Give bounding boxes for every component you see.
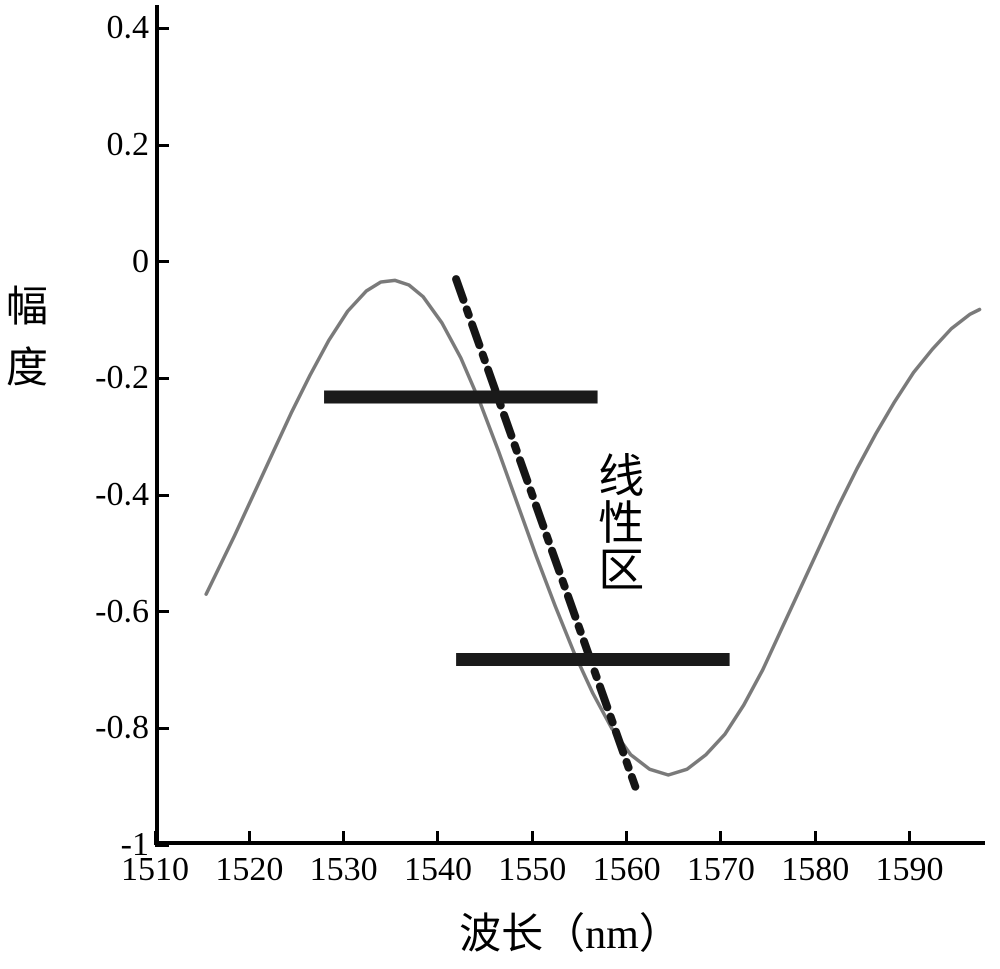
x-axis-label: 波长（nm）: [459, 900, 681, 961]
y-axis-label: 幅度: [6, 273, 48, 395]
y-tick: [155, 377, 169, 380]
x-tick-label: 1590: [876, 851, 944, 889]
chart-figure: 幅度 波长（nm） 线性区 -1-0.8-0.6-0.4-0.200.20.41…: [0, 0, 1000, 969]
x-tick-label: 1560: [593, 851, 661, 889]
plot-area: [155, 5, 985, 845]
y-tick-label: 0: [132, 243, 149, 281]
x-tick-label: 1570: [687, 851, 755, 889]
y-tick-label: 0.4: [107, 9, 150, 47]
x-tick-label: 1520: [215, 851, 283, 889]
y-tick: [155, 610, 169, 613]
x-tick-label: 1510: [121, 851, 189, 889]
x-tick: [719, 831, 722, 845]
data-curve: [206, 280, 979, 775]
x-tick-label: 1540: [404, 851, 472, 889]
y-tick: [155, 260, 169, 263]
x-tick: [248, 831, 251, 845]
y-tick: [155, 494, 169, 497]
y-tick-label: -0.4: [95, 476, 149, 514]
x-tick: [908, 831, 911, 845]
x-tick: [625, 831, 628, 845]
y-tick-label: -0.8: [95, 709, 149, 747]
y-tick: [155, 727, 169, 730]
linear-region-annotation: 线性区: [598, 454, 644, 595]
x-tick-label: 1550: [498, 851, 566, 889]
y-tick-label: -0.6: [95, 593, 149, 631]
x-tick-label: 1530: [310, 851, 378, 889]
x-tick: [342, 831, 345, 845]
y-tick: [155, 844, 169, 847]
plot-svg: [159, 5, 989, 845]
x-tick: [154, 831, 157, 845]
y-tick-label: 0.2: [107, 126, 150, 164]
x-tick: [436, 831, 439, 845]
y-tick-label: -0.2: [95, 359, 149, 397]
x-tick-label: 1580: [781, 851, 849, 889]
x-tick: [531, 831, 534, 845]
x-tick: [814, 831, 817, 845]
y-tick: [155, 27, 169, 30]
y-tick: [155, 144, 169, 147]
